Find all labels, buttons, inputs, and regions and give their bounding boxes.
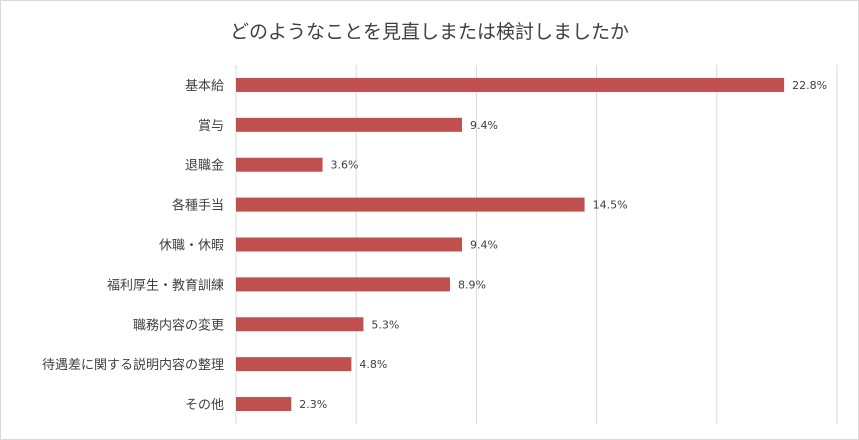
value-label: 3.6% (331, 159, 359, 172)
bar (236, 197, 585, 212)
value-label: 22.8% (792, 79, 827, 92)
category-label: 休職・休暇 (159, 239, 224, 254)
chart-title: どのようなことを見直しまたは検討しましたか (229, 21, 629, 43)
bar (236, 237, 462, 252)
category-label: その他 (185, 398, 224, 413)
value-label: 9.4% (470, 239, 498, 252)
value-labels: 22.8% 9.4% 3.6% 14.5% 9.4% 8.9% 5.3% 4.8% 2.3% (299, 79, 827, 411)
bar (236, 157, 323, 172)
value-label: 4.8% (359, 358, 387, 371)
bar (236, 77, 785, 92)
bar (236, 397, 292, 412)
value-label: 14.5% (593, 199, 628, 212)
category-label: 福利厚生・教育訓練 (107, 277, 224, 293)
value-label: 2.3% (299, 398, 327, 411)
category-label: 賞与 (198, 119, 224, 134)
category-labels: 基本給賞与退職金各種手当休職・休暇福利厚生・教育訓練職務内容の変更待遇差に関する… (42, 79, 224, 413)
bar (236, 117, 462, 132)
bar (236, 277, 450, 292)
category-label: 職務内容の変更 (133, 317, 224, 333)
bar (236, 357, 352, 372)
value-label: 9.4% (470, 119, 498, 132)
category-label: 退職金 (185, 158, 224, 174)
category-label: 待遇差に関する説明内容の整理 (42, 357, 224, 373)
value-label: 8.9% (458, 278, 486, 291)
value-label: 5.3% (371, 318, 399, 331)
category-label: 各種手当 (172, 198, 224, 214)
category-label: 基本給 (185, 79, 224, 94)
bars (236, 77, 785, 412)
bar (236, 317, 364, 332)
